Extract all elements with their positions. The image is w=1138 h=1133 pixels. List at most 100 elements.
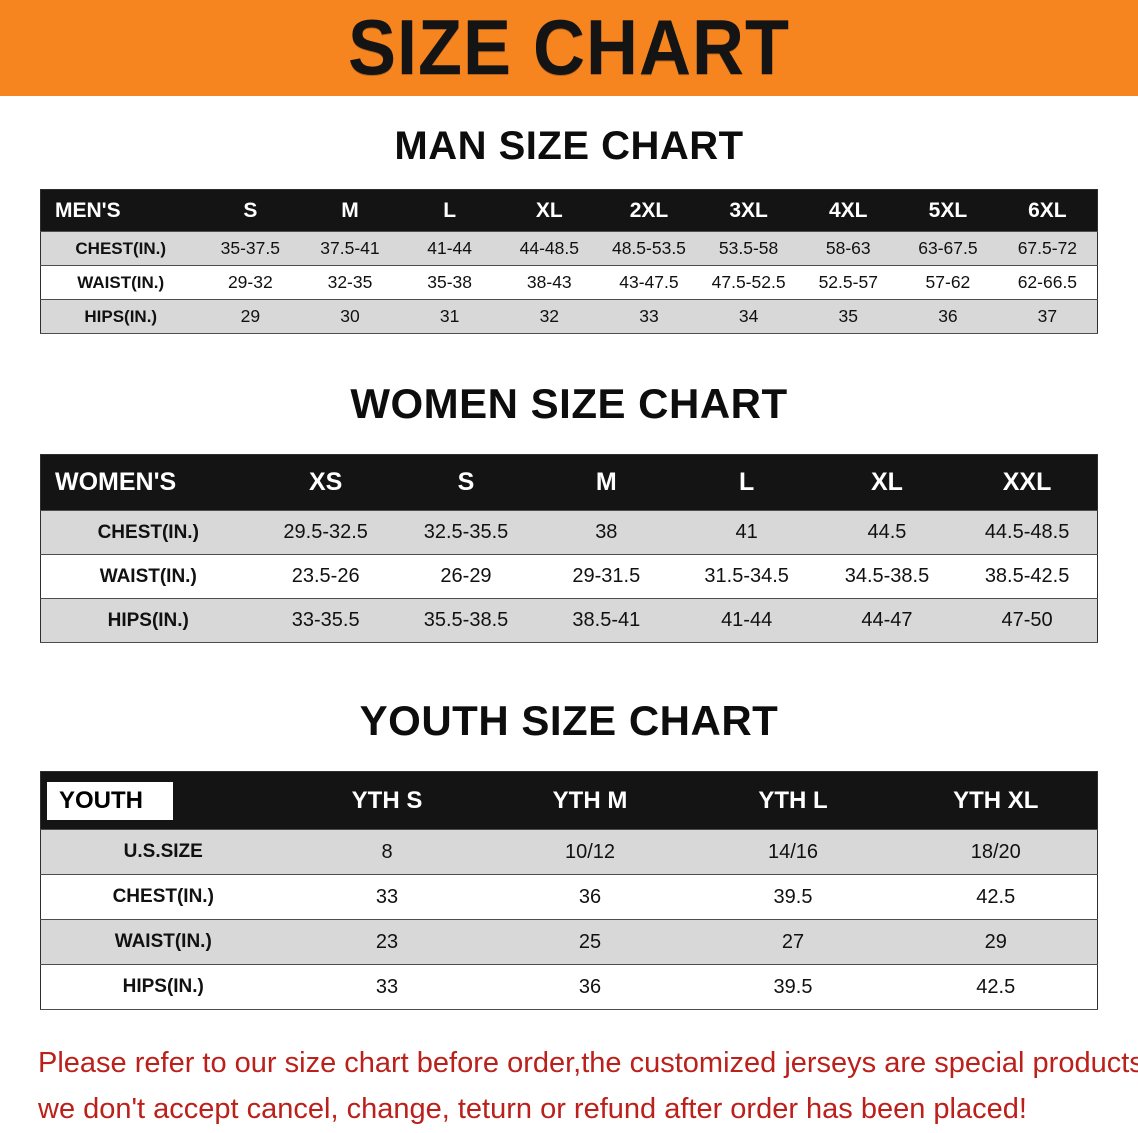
size-column-header: XL	[499, 189, 600, 232]
disclaimer-line-1: Please refer to our size chart before or…	[38, 1047, 1138, 1079]
table-row: CHEST(IN.) 29.5-32.5 32.5-35.5 38 41 44.5 44.5…	[40, 510, 1098, 555]
header-cell-label: MEN'S	[55, 198, 121, 222]
size-value: 18/20	[970, 840, 1021, 863]
page-title: SIZE CHART	[348, 4, 790, 92]
size-value: 47-50	[1001, 609, 1053, 631]
banner: SIZE CHART	[0, 0, 1138, 96]
size-value: 23	[375, 930, 399, 953]
men-section: MAN SIZE CHART MEN'S S M L XL 2XL 3XL 4XL 5XL 6XL…	[0, 96, 1138, 334]
row-label: CHEST(IN.)	[97, 521, 199, 543]
size-column-header: M	[300, 189, 400, 232]
men-section-heading: MAN SIZE CHART	[394, 124, 744, 168]
size-value: 29	[984, 930, 1007, 953]
size-column-header: 4XL	[798, 189, 899, 232]
size-column-header: M	[536, 454, 677, 511]
header-cell-label: WOMEN'S	[55, 468, 177, 496]
table-row: HIPS(IN.) 29 30 31 32 33 34 35 36 37	[40, 299, 1098, 334]
size-value: 31.5-34.5	[704, 565, 789, 587]
header-cell-label: YTH L	[758, 786, 828, 814]
size-value: 53.5-58	[718, 238, 779, 258]
table-title-cell: YOUTH	[40, 771, 286, 830]
size-column-header: 3XL	[698, 189, 799, 232]
size-value: 33	[639, 306, 659, 326]
header-cell-label: 4XL	[829, 198, 868, 222]
row-label: HIPS(IN.)	[107, 609, 189, 631]
header-cell-label: M	[595, 468, 617, 496]
size-value: 44.5-48.5	[984, 521, 1070, 543]
size-value: 32.5-35.5	[423, 521, 509, 543]
size-value: 8	[381, 840, 393, 863]
size-value: 29-32	[227, 272, 273, 292]
size-value: 37.5-41	[320, 238, 380, 258]
size-column-header: 5XL	[898, 189, 998, 232]
women-size-table: WOMEN'S XS S M L XL XXL CHEST(IN.) 29.5-32.5 32.5…	[40, 454, 1098, 643]
size-value: 29-31.5	[572, 565, 641, 587]
table-row: CHEST(IN.) 35-37.5 37.5-41 41-44 44-48.5 48.5…	[40, 231, 1098, 266]
size-value: 23.5-26	[291, 565, 360, 587]
table-row: HIPS(IN.) 33-35.5 35.5-38.5 38.5-41 41-44 44-…	[40, 598, 1098, 643]
size-value: 27	[781, 930, 805, 953]
header-cell-label: 6XL	[1028, 198, 1067, 222]
size-column-header: 6XL	[997, 189, 1098, 232]
header-cell-label: YTH M	[552, 786, 628, 814]
row-label: CHEST(IN.)	[112, 886, 214, 907]
size-value: 44-48.5	[519, 238, 579, 258]
row-label: WAIST(IN.)	[77, 272, 165, 292]
size-column-header: YTH M	[488, 771, 692, 830]
women-section: WOMEN SIZE CHART WOMEN'S XS S M L XL XXL CHEST(…	[0, 334, 1138, 643]
youth-size-table: YOUTH YTH S YTH M YTH L YTH XL U.S.SIZE 8 10/12…	[40, 771, 1098, 1010]
row-label: WAIST(IN.)	[114, 931, 212, 952]
header-cell-label: XS	[308, 468, 343, 496]
size-value: 34.5-38.5	[844, 565, 930, 587]
size-value: 32	[539, 306, 560, 326]
size-value: 52.5-57	[818, 272, 878, 292]
header-cell-label: XL	[535, 198, 563, 222]
size-value: 57-62	[925, 272, 971, 292]
header-row: WOMEN'S XS S M L XL XXL	[40, 454, 1098, 511]
header-cell-label: S	[457, 468, 475, 496]
size-value: 47.5-52.5	[711, 272, 786, 292]
header-cell-label: YTH S	[351, 786, 423, 814]
size-value: 38-43	[526, 272, 572, 292]
row-label: CHEST(IN.)	[75, 238, 167, 258]
size-value: 38.5-41	[572, 609, 641, 631]
table-row: U.S.SIZE 8 10/12 14/16 18/20	[40, 829, 1098, 875]
youth-section-heading: YOUTH SIZE CHART	[359, 697, 779, 744]
size-column-header: YTH S	[285, 771, 489, 830]
header-cell-label: L	[739, 468, 755, 496]
size-column-header: YTH L	[691, 771, 895, 830]
header-cell-label: XXL	[1002, 468, 1052, 496]
size-value: 38.5-42.5	[984, 565, 1070, 587]
size-column-header: L	[399, 189, 500, 232]
size-value: 29.5-32.5	[283, 521, 368, 543]
table-row: CHEST(IN.) 33 36 39.5 42.5	[40, 874, 1098, 920]
header-cell-label: 3XL	[729, 198, 768, 222]
row-label: HIPS(IN.)	[122, 976, 204, 997]
size-column-header: 2XL	[599, 189, 699, 232]
women-section-heading: WOMEN SIZE CHART	[350, 380, 788, 427]
size-column-header: S	[200, 189, 301, 232]
header-cell-label: YOUTH	[47, 781, 173, 820]
size-value: 36	[578, 975, 602, 998]
size-value: 33	[375, 885, 399, 908]
size-value: 41	[735, 521, 758, 543]
size-value: 32-35	[327, 272, 373, 292]
size-value: 42.5	[976, 975, 1016, 998]
men-size-table: MEN'S S M L XL 2XL 3XL 4XL 5XL 6XL CHEST(IN.) 35-37…	[40, 189, 1098, 334]
size-value: 36	[578, 885, 602, 908]
size-value: 29	[240, 306, 261, 326]
size-value: 25	[578, 930, 602, 953]
table-row: WAIST(IN.) 23 25 27 29	[40, 919, 1098, 965]
row-label: U.S.SIZE	[123, 841, 203, 862]
size-value: 36	[938, 306, 958, 326]
table-row: WAIST(IN.) 29-32 32-35 35-38 38-43 43-47.5 47.…	[40, 265, 1098, 300]
disclaimer: Please refer to our size chart before or…	[38, 1040, 1138, 1133]
size-value: 33-35.5	[291, 609, 360, 631]
size-value: 35	[838, 306, 858, 326]
size-value: 30	[340, 306, 360, 326]
table-row: WAIST(IN.) 23.5-26 26-29 29-31.5 31.5-34.5 34…	[40, 554, 1098, 599]
size-value: 38	[595, 521, 618, 543]
size-value: 35-38	[427, 272, 473, 292]
size-column-header: XXL	[957, 454, 1098, 511]
